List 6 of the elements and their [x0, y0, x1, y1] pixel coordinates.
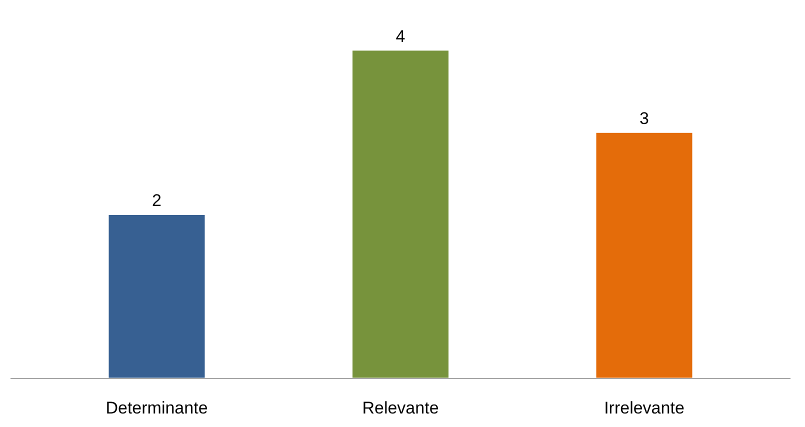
x-tick-label: Relevante [362, 398, 439, 418]
data-label: 3 [640, 109, 649, 128]
x-tick-label: Determinante [106, 398, 208, 418]
x-tick-label: Irrelevante [604, 398, 684, 418]
data-label: 2 [152, 191, 162, 210]
data-label: 4 [396, 26, 406, 46]
